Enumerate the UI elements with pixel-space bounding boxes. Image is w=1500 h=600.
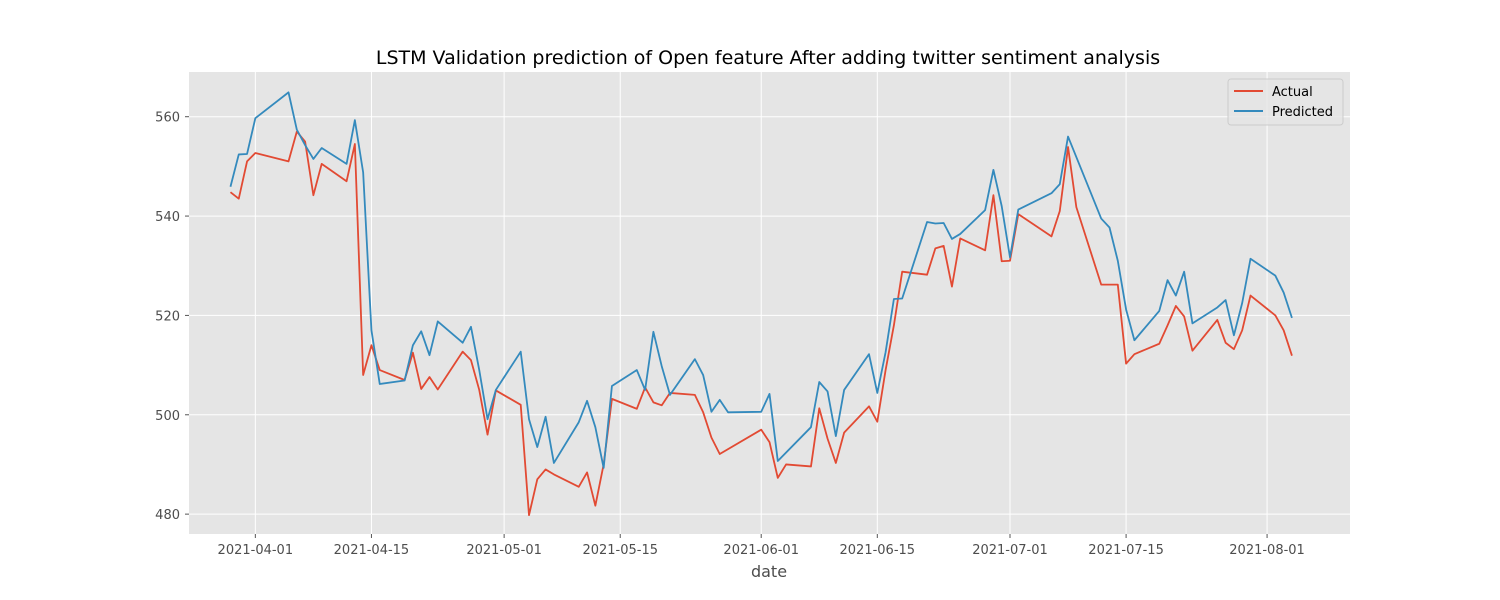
legend: Actual Predicted — [1227, 78, 1344, 126]
x-tick-label: 2021-08-01 — [1229, 543, 1305, 558]
x-tick-label: 2021-05-01 — [466, 543, 542, 558]
x-axis-label: date — [751, 562, 787, 581]
y-tick-label: 500 — [155, 409, 180, 424]
x-tick-label: 2021-04-15 — [334, 543, 410, 558]
x-tick-label: 2021-04-01 — [218, 543, 294, 558]
y-tick-label: 540 — [155, 210, 180, 225]
x-tick-label: 2021-05-15 — [582, 543, 658, 558]
series-lines — [229, 91, 1293, 517]
chart-title: LSTM Validation prediction of Open featu… — [376, 47, 1160, 69]
plot-area — [189, 72, 1350, 534]
y-tick-label: 480 — [155, 508, 180, 523]
legend-label-actual: Actual — [1272, 85, 1313, 100]
axis-ticks: 480 500 520 540 560 2021-04-01 2021-04-15 2021-… — [155, 111, 1305, 558]
x-tick-label: 2021-07-01 — [972, 543, 1048, 558]
series-line-actual — [229, 130, 1293, 517]
y-tick-label: 520 — [155, 309, 180, 324]
x-tick-label: 2021-06-15 — [840, 543, 916, 558]
y-tick-label: 560 — [155, 111, 180, 126]
legend-label-predicted: Predicted — [1272, 105, 1333, 120]
series-line-predicted — [229, 91, 1293, 469]
grid — [189, 72, 1350, 534]
x-tick-label: 2021-07-15 — [1088, 543, 1164, 558]
x-tick-label: 2021-06-01 — [723, 543, 799, 558]
